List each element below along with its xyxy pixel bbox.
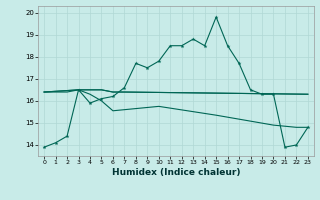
- X-axis label: Humidex (Indice chaleur): Humidex (Indice chaleur): [112, 168, 240, 177]
